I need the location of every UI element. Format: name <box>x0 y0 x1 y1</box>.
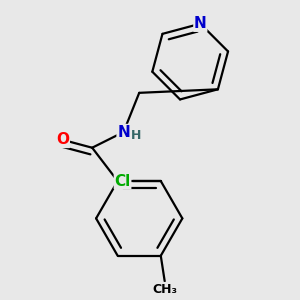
Text: CH₃: CH₃ <box>152 283 177 296</box>
Text: Cl: Cl <box>114 173 131 188</box>
Text: H: H <box>131 130 142 142</box>
Text: O: O <box>56 132 69 147</box>
Text: N: N <box>194 16 207 31</box>
Text: N: N <box>117 124 130 140</box>
